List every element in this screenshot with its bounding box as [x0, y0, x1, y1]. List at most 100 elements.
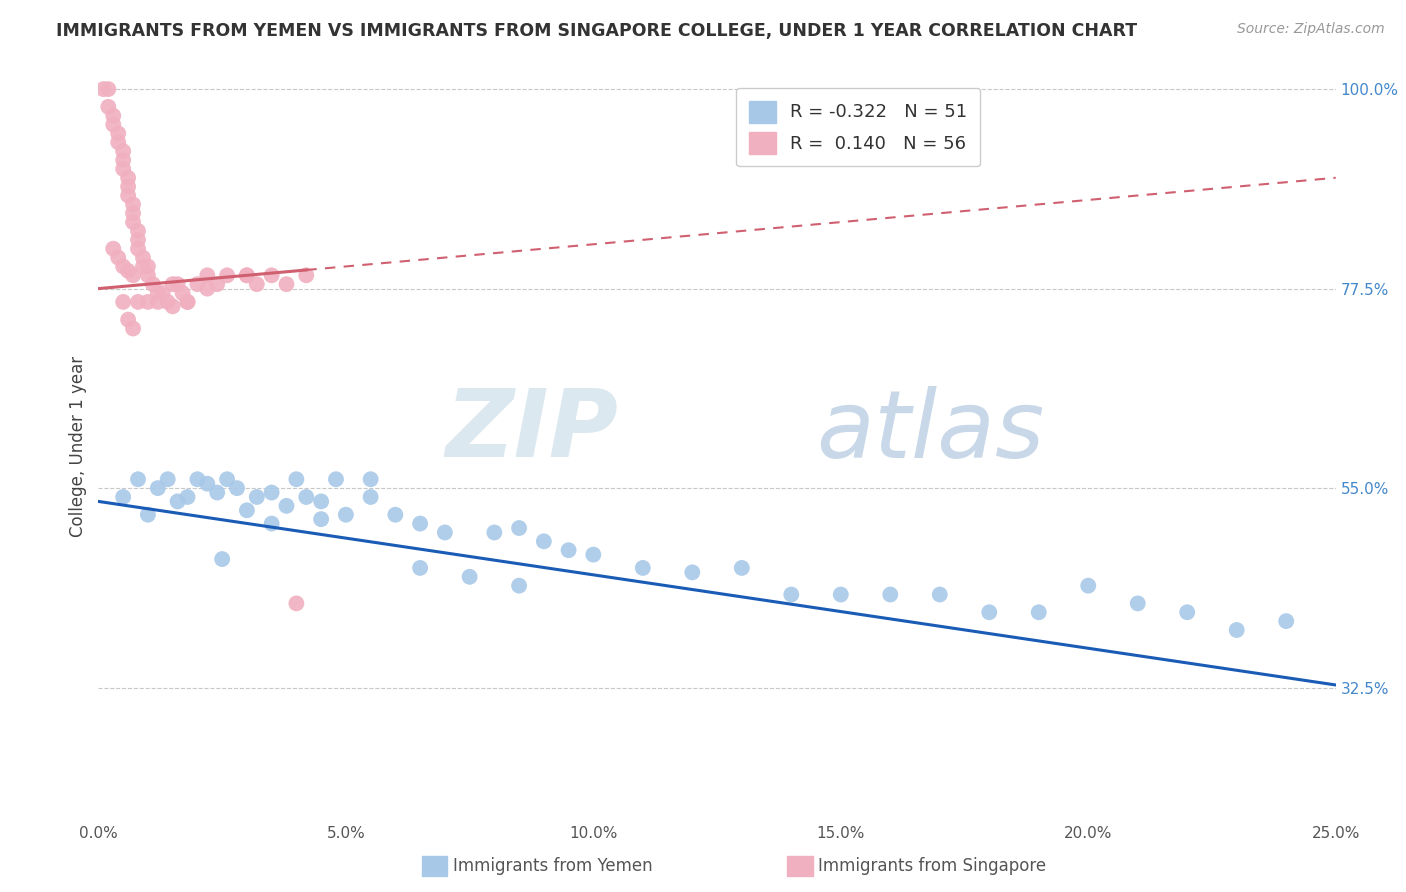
Point [117, 188, 139, 202]
Point [127, 233, 149, 247]
Point [260, 268, 283, 283]
Point [122, 206, 145, 220]
Point [409, 516, 432, 531]
Point [112, 294, 135, 309]
Point [285, 472, 308, 486]
Point [195, 268, 218, 283]
Point [117, 179, 139, 194]
Point [176, 490, 198, 504]
Point [127, 472, 149, 486]
Point [217, 268, 239, 283]
Point [112, 144, 135, 158]
Text: atlas: atlas [815, 385, 1045, 476]
Point [236, 268, 259, 283]
Point [156, 294, 179, 309]
Point [176, 294, 198, 309]
Point [217, 472, 239, 486]
Text: Immigrants from Singapore: Immigrants from Singapore [818, 857, 1046, 875]
Point [508, 579, 530, 593]
Point [1175, 605, 1198, 619]
Point [433, 525, 456, 540]
Point [186, 472, 208, 486]
Point [928, 588, 950, 602]
Point [93, 82, 115, 96]
Point [146, 294, 169, 309]
Point [205, 277, 228, 292]
Point [142, 277, 165, 292]
Point [830, 588, 852, 602]
Point [117, 170, 139, 185]
Point [103, 242, 125, 256]
Point [103, 109, 125, 123]
Point [166, 277, 188, 292]
Point [335, 508, 357, 522]
Point [146, 286, 169, 301]
Point [211, 552, 233, 566]
Point [508, 521, 530, 535]
Point [1126, 596, 1149, 610]
Point [484, 525, 506, 540]
Point [122, 321, 145, 335]
Point [295, 490, 318, 504]
Point [325, 472, 347, 486]
Point [152, 286, 174, 301]
Point [166, 494, 188, 508]
Point [458, 570, 481, 584]
Point [276, 499, 298, 513]
Legend: R = -0.322   N = 51, R =  0.140   N = 56: R = -0.322 N = 51, R = 0.140 N = 56 [737, 88, 980, 166]
Text: ZIP: ZIP [446, 385, 619, 477]
Point [309, 494, 332, 508]
Point [103, 118, 125, 132]
Point [176, 294, 198, 309]
Text: Source: ZipAtlas.com: Source: ZipAtlas.com [1237, 22, 1385, 37]
Point [276, 277, 298, 292]
Point [246, 490, 269, 504]
Point [557, 543, 579, 558]
Point [122, 197, 145, 211]
Point [127, 242, 149, 256]
Point [107, 136, 129, 150]
Point [226, 481, 249, 495]
Point [236, 503, 259, 517]
Point [136, 508, 159, 522]
Point [112, 153, 135, 167]
Point [1226, 623, 1249, 637]
Point [1077, 579, 1099, 593]
Point [260, 516, 283, 531]
Point [112, 490, 135, 504]
Point [136, 268, 159, 283]
Point [205, 485, 228, 500]
Point [112, 161, 135, 176]
Point [146, 481, 169, 495]
Point [409, 561, 432, 575]
Point [295, 268, 318, 283]
Point [582, 548, 605, 562]
Point [117, 312, 139, 326]
Point [681, 566, 703, 580]
Point [186, 277, 208, 292]
Point [879, 588, 901, 602]
Point [162, 299, 184, 313]
Point [122, 268, 145, 283]
Point [172, 286, 194, 301]
Point [132, 251, 155, 265]
Point [236, 268, 259, 283]
Y-axis label: College, Under 1 year: College, Under 1 year [69, 355, 87, 537]
Point [285, 596, 308, 610]
Point [162, 277, 184, 292]
Point [731, 561, 754, 575]
Point [195, 476, 218, 491]
Point [97, 82, 120, 96]
Point [309, 512, 332, 526]
Point [979, 605, 1001, 619]
Point [117, 264, 139, 278]
Point [107, 127, 129, 141]
Point [127, 294, 149, 309]
Point [360, 472, 382, 486]
Point [260, 485, 283, 500]
Text: IMMIGRANTS FROM YEMEN VS IMMIGRANTS FROM SINGAPORE COLLEGE, UNDER 1 YEAR CORRELA: IMMIGRANTS FROM YEMEN VS IMMIGRANTS FROM… [56, 22, 1137, 40]
Point [132, 260, 155, 274]
Point [780, 588, 803, 602]
Point [122, 215, 145, 229]
Point [631, 561, 654, 575]
